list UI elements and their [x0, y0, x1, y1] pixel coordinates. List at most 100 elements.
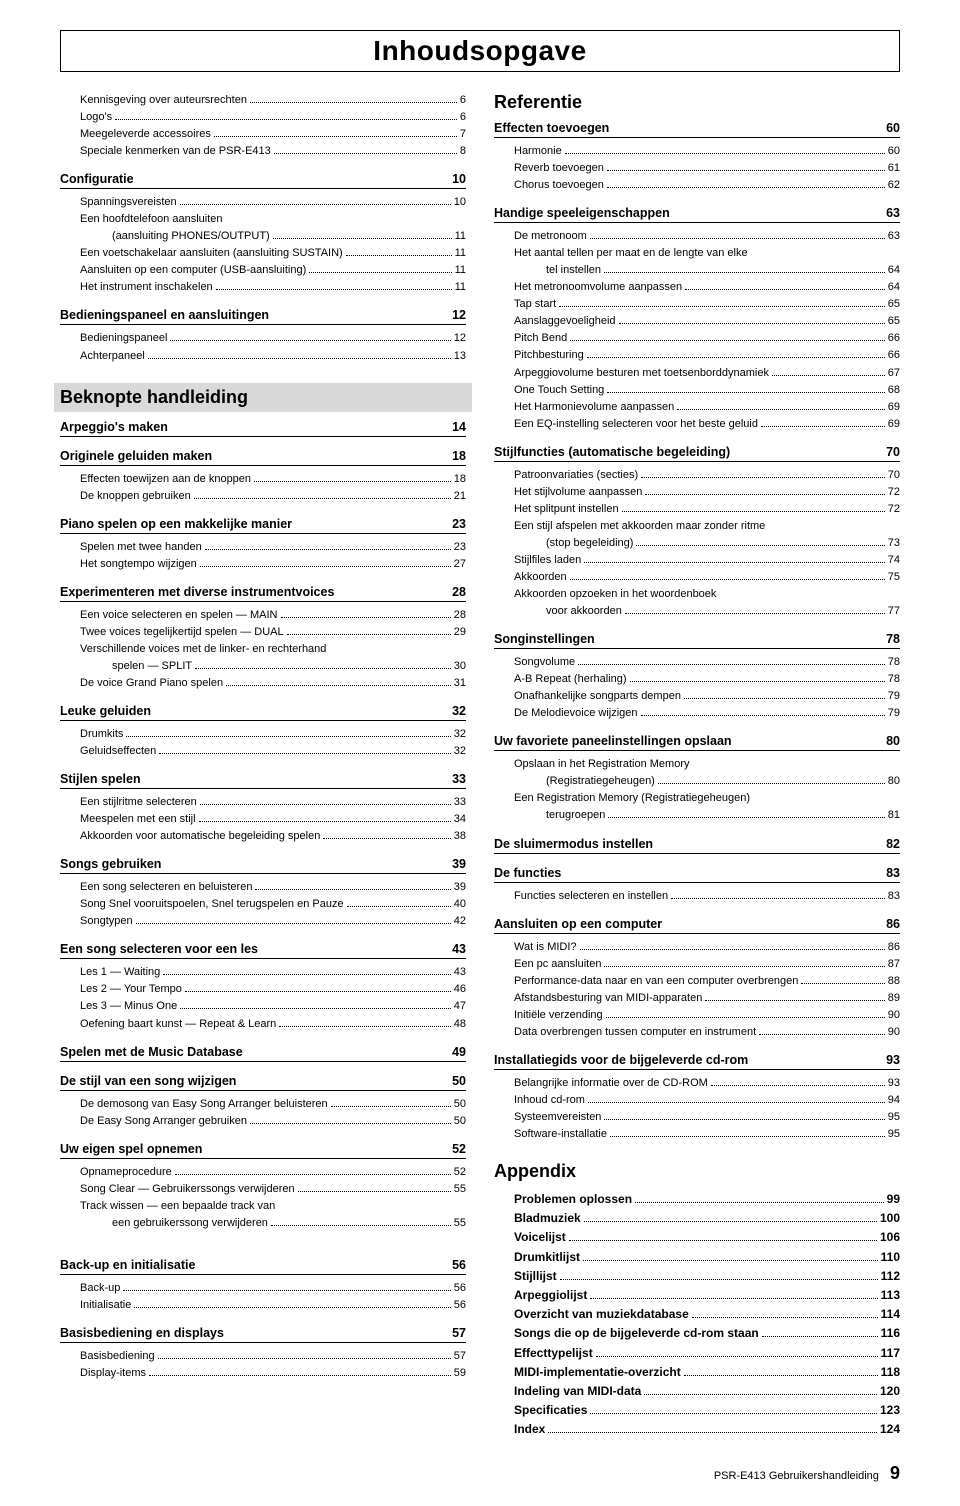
toc-entry: Inhoud cd-rom94: [494, 1092, 900, 1109]
section-heading: Handige speeleigenschappen63: [494, 206, 900, 223]
toc-entry: Een voice selecteren en spelen — MAIN28: [60, 607, 466, 624]
toc-entry: A-B Repeat (herhaling)78: [494, 671, 900, 688]
toc-entry: Aansluiten op een computer (USB-aansluit…: [60, 262, 466, 279]
toc-entry: Een stijlritme selecteren33: [60, 794, 466, 811]
toc-entry: Bedieningspaneel12: [60, 330, 466, 347]
section-heading: Spelen met de Music Database49: [60, 1045, 466, 1062]
toc-entry-cont: voor akkoorden77: [494, 603, 900, 620]
toc-entry: Drumkits32: [60, 726, 466, 743]
toc-entry: Afstandsbesturing van MIDI-apparaten89: [494, 990, 900, 1007]
toc-entry: Kennisgeving over auteursrechten6: [60, 92, 466, 109]
part-heading: Appendix: [494, 1161, 900, 1182]
appendix-entry: Stijllijst112: [494, 1267, 900, 1286]
section-heading: Songs gebruiken39: [60, 857, 466, 874]
toc-entry: Oefening baart kunst — Repeat & Learn48: [60, 1016, 466, 1033]
section-heading: Effecten toevoegen60: [494, 121, 900, 138]
toc-entry: Data overbrengen tussen computer en inst…: [494, 1024, 900, 1041]
toc-entry-cont: (stop begeleiding)73: [494, 535, 900, 552]
toc-entry: Onafhankelijke songparts dempen79: [494, 688, 900, 705]
toc-entry: Track wissen — een bepaalde track van: [60, 1198, 466, 1215]
section-heading: Uw eigen spel opnemen52: [60, 1142, 466, 1159]
toc-entry: Les 2 — Your Tempo46: [60, 981, 466, 998]
toc-entry: Een stijl afspelen met akkoorden maar zo…: [494, 518, 900, 535]
toc-entry: Wat is MIDI?86: [494, 939, 900, 956]
toc-entry: Performance-data naar en van een compute…: [494, 973, 900, 990]
toc-entry: Display-items59: [60, 1365, 466, 1382]
appendix-entry: Index124: [494, 1420, 900, 1439]
toc-entry: Les 1 — Waiting43: [60, 964, 466, 981]
section-heading: Uw favoriete paneelinstellingen opslaan8…: [494, 734, 900, 751]
toc-entry: Reverb toevoegen61: [494, 160, 900, 177]
page-title: Inhoudsopgave: [61, 35, 899, 67]
toc-entry: Het Harmonievolume aanpassen69: [494, 399, 900, 416]
toc-entry: Een EQ-instelling selecteren voor het be…: [494, 416, 900, 433]
toc-entry: De metronoom63: [494, 228, 900, 245]
section-heading: Arpeggio's maken14: [60, 420, 466, 437]
toc-entry: Back-up56: [60, 1280, 466, 1297]
toc-entry: Patroonvariaties (secties)70: [494, 467, 900, 484]
appendix-entry: Songs die op de bijgeleverde cd-rom staa…: [494, 1324, 900, 1343]
appendix-entry: Problemen oplossen99: [494, 1190, 900, 1209]
section-heading: Stijlfuncties (automatische begeleiding)…: [494, 445, 900, 462]
footer-page-number: 9: [890, 1463, 900, 1483]
appendix-entry: Drumkitlijst110: [494, 1248, 900, 1267]
toc-entry: Functies selecteren en instellen83: [494, 888, 900, 905]
section-heading: Een song selecteren voor een les43: [60, 942, 466, 959]
section-heading: De sluimermodus instellen82: [494, 837, 900, 854]
toc-entry: Opslaan in het Registration Memory: [494, 756, 900, 773]
toc-entry: Het stijlvolume aanpassen72: [494, 484, 900, 501]
section-heading: De functies83: [494, 866, 900, 883]
section-heading: Basisbediening en displays57: [60, 1326, 466, 1343]
toc-entry: Software-installatie95: [494, 1126, 900, 1143]
toc-entry-cont: een gebruikerssong verwijderen55: [60, 1215, 466, 1232]
toc-page: Inhoudsopgave Kennisgeving over auteursr…: [0, 0, 960, 1504]
section-heading: Songinstellingen78: [494, 632, 900, 649]
toc-entry: Een pc aansluiten87: [494, 956, 900, 973]
section-heading: Configuratie10: [60, 172, 466, 189]
toc-entry: Akkoorden opzoeken in het woordenboek: [494, 586, 900, 603]
toc-entry: Meegeleverde accessoires7: [60, 126, 466, 143]
toc-entry: Akkoorden75: [494, 569, 900, 586]
toc-entry: Het instrument inschakelen11: [60, 279, 466, 296]
appendix-entry: Bladmuziek100: [494, 1209, 900, 1228]
section-heading: Bedieningspaneel en aansluitingen12: [60, 308, 466, 325]
appendix-entry: MIDI-implementatie-overzicht118: [494, 1363, 900, 1382]
appendix-entry: Effecttypelijst117: [494, 1344, 900, 1363]
section-heading: De stijl van een song wijzigen50: [60, 1074, 466, 1091]
right-column: ReferentieEffecten toevoegen60Harmonie60…: [494, 92, 900, 1439]
toc-entry: Songvolume78: [494, 654, 900, 671]
appendix-entry: Indeling van MIDI-data120: [494, 1382, 900, 1401]
toc-entry: Tap start65: [494, 296, 900, 313]
section-heading: Aansluiten op een computer86: [494, 917, 900, 934]
title-bar: Inhoudsopgave: [60, 30, 900, 72]
toc-entry: De Easy Song Arranger gebruiken50: [60, 1113, 466, 1130]
section-heading: Back-up en initialisatie56: [60, 1258, 466, 1275]
toc-entry: Belangrijke informatie over de CD-ROM93: [494, 1075, 900, 1092]
toc-entry: De demosong van Easy Song Arranger belui…: [60, 1096, 466, 1113]
toc-entry: Aanslaggevoeligheid65: [494, 313, 900, 330]
toc-entry: De voice Grand Piano spelen31: [60, 675, 466, 692]
toc-entry: Spanningsvereisten10: [60, 194, 466, 211]
toc-entry: Spelen met twee handen23: [60, 539, 466, 556]
toc-entry: Een hoofdtelefoon aansluiten: [60, 211, 466, 228]
toc-entry: De knoppen gebruiken21: [60, 488, 466, 505]
toc-entry-cont: (aansluiting PHONES/OUTPUT)11: [60, 228, 466, 245]
left-column: Kennisgeving over auteursrechten6Logo's6…: [60, 92, 466, 1439]
appendix-entry: Specificaties123: [494, 1401, 900, 1420]
toc-entry: Stijlfiles laden74: [494, 552, 900, 569]
toc-entry: Systeemvereisten95: [494, 1109, 900, 1126]
toc-entry: Een Registration Memory (Registratiegehe…: [494, 790, 900, 807]
toc-entry: De Melodievoice wijzigen79: [494, 705, 900, 722]
toc-entry: Een song selecteren en beluisteren39: [60, 879, 466, 896]
footer: PSR-E413 Gebruikershandleiding 9: [60, 1463, 900, 1484]
toc-entry: Chorus toevoegen62: [494, 177, 900, 194]
toc-entry: Geluidseffecten32: [60, 743, 466, 760]
toc-entry: Het songtempo wijzigen27: [60, 556, 466, 573]
toc-entry: Initialisatie56: [60, 1297, 466, 1314]
section-heading: Originele geluiden maken18: [60, 449, 466, 466]
toc-entry: Basisbediening57: [60, 1348, 466, 1365]
section-heading: Leuke geluiden32: [60, 704, 466, 721]
toc-entry-cont: (Registratiegeheugen)80: [494, 773, 900, 790]
part-heading: Beknopte handleiding: [54, 383, 472, 412]
toc-entry-cont: spelen — SPLIT30: [60, 658, 466, 675]
